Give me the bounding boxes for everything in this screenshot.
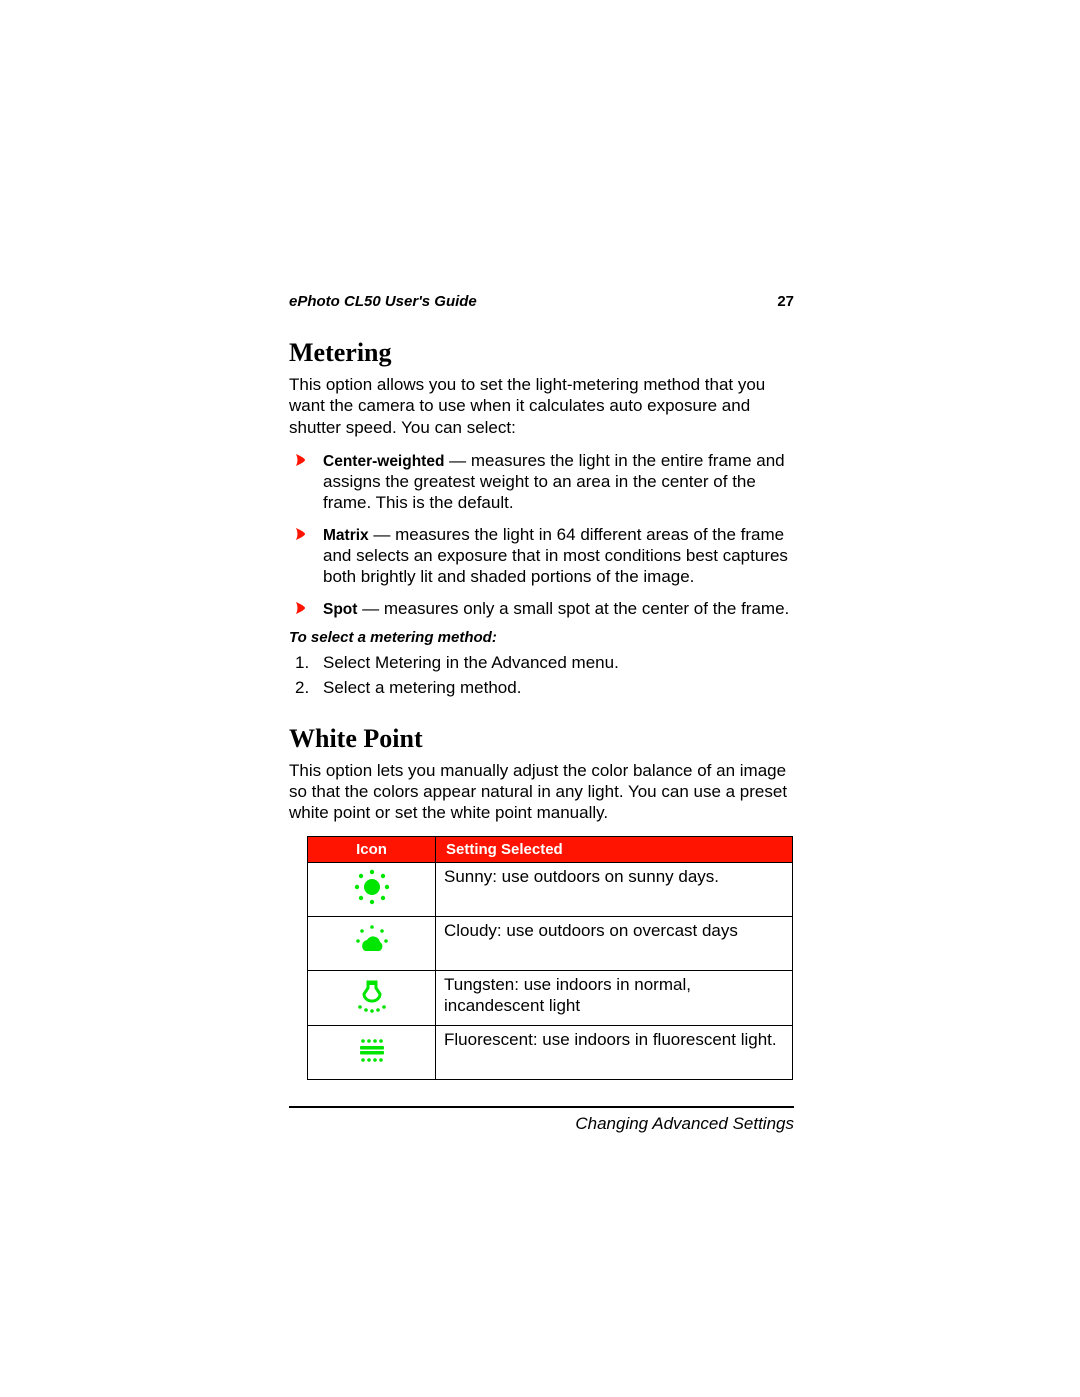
bullet-lead: Matrix: [323, 527, 369, 544]
bullet-item: Center-weighted — measures the light in …: [289, 450, 794, 514]
table-header-icon: Icon: [308, 836, 436, 862]
table-row: Cloudy: use outdoors on overcast days: [308, 916, 793, 970]
bullet-rest: — measures the light in 64 different are…: [323, 525, 788, 587]
bullet-lead: Spot: [323, 601, 357, 618]
icon-cell-sunny: [308, 862, 436, 916]
icon-cell-tungsten: [308, 971, 436, 1025]
white-point-intro: This option lets you manually adjust the…: [289, 760, 794, 824]
icon-cell-fluorescent: [308, 1025, 436, 1079]
footer-section-label: Changing Advanced Settings: [289, 1114, 794, 1134]
desc-cell: Sunny: use outdoors on sunny days.: [436, 862, 793, 916]
metering-steps: Select Metering in the Advanced menu. Se…: [289, 652, 794, 700]
table-row: Sunny: use outdoors on sunny days.: [308, 862, 793, 916]
bullet-icon: [295, 601, 307, 615]
cloudy-icon: [352, 921, 392, 961]
desc-cell: Tungsten: use indoors in normal, incande…: [436, 971, 793, 1025]
footer-rule: [289, 1106, 794, 1108]
tungsten-icon: [352, 975, 392, 1015]
icon-cell-cloudy: [308, 916, 436, 970]
metering-instruction-heading: To select a metering method:: [289, 629, 794, 646]
bullet-icon: [295, 453, 307, 467]
white-point-heading: White Point: [289, 724, 794, 754]
fluorescent-icon: [352, 1030, 392, 1070]
table-header-setting: Setting Selected: [436, 836, 793, 862]
metering-bullets: Center-weighted — measures the light in …: [289, 450, 794, 619]
bullet-icon: [295, 527, 307, 541]
desc-cell: Fluorescent: use indoors in fluorescent …: [436, 1025, 793, 1079]
sunny-icon: [352, 867, 392, 907]
bullet-lead: Center-weighted: [323, 453, 444, 470]
bullet-item: Matrix — measures the light in 64 differ…: [289, 524, 794, 588]
bullet-rest: — measures only a small spot at the cent…: [357, 599, 789, 618]
page-number: 27: [777, 293, 794, 310]
table-row: Tungsten: use indoors in normal, incande…: [308, 971, 793, 1025]
step-item: Select Metering in the Advanced menu.: [289, 652, 794, 675]
desc-cell: Cloudy: use outdoors on overcast days: [436, 916, 793, 970]
table-row: Fluorescent: use indoors in fluorescent …: [308, 1025, 793, 1079]
guide-title: ePhoto CL50 User's Guide: [289, 293, 477, 310]
page-content: ePhoto CL50 User's Guide 27 Metering Thi…: [289, 293, 794, 1134]
page-header: ePhoto CL50 User's Guide 27: [289, 293, 794, 310]
metering-intro: This option allows you to set the light-…: [289, 374, 794, 438]
bullet-item: Spot — measures only a small spot at the…: [289, 598, 794, 619]
white-point-table: Icon Setting Selected: [307, 836, 793, 1081]
step-item: Select a metering method.: [289, 677, 794, 700]
metering-heading: Metering: [289, 338, 794, 368]
